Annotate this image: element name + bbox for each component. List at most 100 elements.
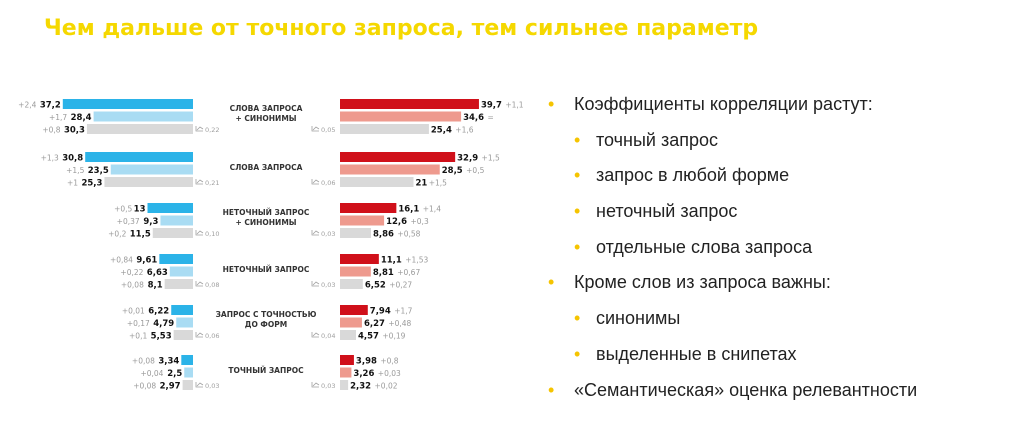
right-bar	[340, 228, 372, 238]
right-bar	[340, 330, 356, 340]
left-bar	[110, 164, 193, 175]
left-delta-label: +1	[67, 179, 78, 188]
left-note-label: 0,22	[205, 126, 219, 134]
bullet-dot-icon: •	[548, 379, 555, 400]
left-value-label: 6,22	[148, 307, 169, 317]
bullet-dot-icon: •	[574, 201, 581, 222]
left-bar	[173, 330, 193, 340]
right-value-label: 21	[416, 179, 428, 189]
bullet-dot-icon: •	[548, 94, 555, 114]
right-delta-label: +1,5	[482, 154, 500, 163]
slide-title: Чем дальше от точного запроса, тем сильн…	[44, 16, 759, 41]
right-bar	[340, 215, 385, 226]
bullet-item: • Коэффициенты корреляции растут:	[548, 92, 1018, 128]
bullet-text: запрос в любой форме	[596, 165, 790, 186]
left-delta-label: +2,4	[18, 101, 36, 110]
bullet-item: • неточный запрос	[548, 199, 1018, 235]
right-delta-label: +1,1	[505, 101, 523, 110]
left-value-label: 9,61	[136, 256, 157, 266]
left-bar	[147, 203, 193, 213]
right-bar	[340, 266, 371, 277]
right-bar	[340, 203, 397, 213]
category-label: СЛОВА ЗАПРОСА	[230, 163, 303, 172]
right-value-label: 4,57	[358, 332, 379, 342]
right-value-label: 8,81	[373, 268, 394, 278]
trend-icon	[311, 126, 320, 132]
left-bar	[164, 279, 193, 289]
category-label: НЕТОЧНЫЙ ЗАПРОС	[223, 265, 310, 274]
left-delta-label: +0,01	[122, 307, 145, 316]
right-value-label: 2,32	[350, 382, 371, 392]
bullet-item: • отдельные слова запроса	[548, 235, 1018, 271]
right-value-label: 3,26	[353, 369, 374, 379]
bullet-item: • «Семантическая» оценка релевантности	[548, 378, 1018, 414]
right-note-label: 0,06	[321, 179, 335, 187]
left-note-label: 0,03	[205, 382, 219, 390]
right-bar	[340, 317, 362, 328]
left-delta-label: +0,84	[110, 256, 133, 265]
right-bar	[340, 380, 349, 390]
left-value-label: 4,79	[153, 319, 174, 329]
category-label: НЕТОЧНЫЙ ЗАПРОС	[223, 208, 310, 217]
right-delta-label: +0,48	[388, 319, 411, 328]
left-bar	[181, 355, 193, 365]
trend-icon	[195, 332, 204, 338]
trend-icon	[195, 230, 204, 236]
bullet-dot-icon: •	[574, 236, 581, 257]
trend-icon	[195, 281, 204, 287]
right-delta-label: +1,7	[394, 307, 412, 316]
right-value-label: 3,98	[356, 357, 377, 367]
left-note-label: 0,21	[205, 179, 219, 187]
right-delta-label: +1,6	[455, 126, 473, 135]
left-note-label: 0,06	[205, 332, 219, 340]
right-delta-label: +0,5	[466, 166, 484, 175]
left-value-label: 13	[134, 205, 146, 215]
right-value-label: 12,6	[386, 217, 407, 227]
right-note-label: 0,05	[321, 126, 335, 134]
category-label: + СИНОНИМЫ	[235, 114, 296, 123]
right-bar	[340, 254, 379, 264]
right-bar	[340, 152, 456, 162]
right-value-label: 6,27	[364, 319, 385, 329]
left-bar	[62, 99, 193, 109]
right-delta-label: +0,8	[380, 357, 398, 366]
category-label: ТОЧНЫЙ ЗАПРОС	[228, 366, 304, 375]
bullet-item: • Кроме слов из запроса важны:	[548, 270, 1018, 306]
left-value-label: 8,1	[148, 281, 163, 291]
left-delta-label: +0,04	[140, 369, 163, 378]
right-value-label: 6,52	[365, 281, 386, 291]
right-bar	[340, 279, 363, 289]
left-value-label: 25,3	[81, 179, 102, 189]
right-bar	[340, 305, 368, 315]
trend-icon	[311, 230, 320, 236]
right-delta-label: =	[488, 113, 494, 122]
right-value-label: 34,6	[463, 113, 484, 123]
left-delta-label: +0,08	[133, 382, 156, 391]
right-bar	[340, 177, 414, 187]
bullet-dot-icon: •	[574, 308, 581, 329]
left-bar	[152, 228, 193, 238]
right-delta-label: +0,03	[378, 369, 401, 378]
left-value-label: 2,97	[160, 382, 181, 392]
left-delta-label: +0,17	[127, 319, 150, 328]
trend-icon	[195, 179, 204, 185]
left-delta-label: +0,08	[121, 281, 144, 290]
left-value-label: 3,34	[158, 357, 179, 367]
bullet-text: Кроме слов из запроса важны:	[574, 272, 831, 293]
left-value-label: 2,5	[167, 369, 182, 379]
left-bar	[184, 367, 193, 378]
left-bar	[176, 317, 193, 328]
bullet-dot-icon: •	[574, 343, 581, 364]
left-delta-label: +0,37	[117, 217, 140, 226]
right-bar	[340, 355, 354, 365]
right-bar	[340, 124, 429, 134]
left-bar	[85, 152, 193, 162]
right-value-label: 7,94	[370, 307, 391, 317]
right-bar	[340, 99, 479, 109]
right-delta-label: +0,3	[411, 217, 429, 226]
bullet-item: • запрос в любой форме	[548, 163, 1018, 199]
right-note-label: 0,04	[321, 332, 335, 340]
left-delta-label: +0,1	[129, 332, 147, 341]
left-bar	[169, 266, 193, 277]
